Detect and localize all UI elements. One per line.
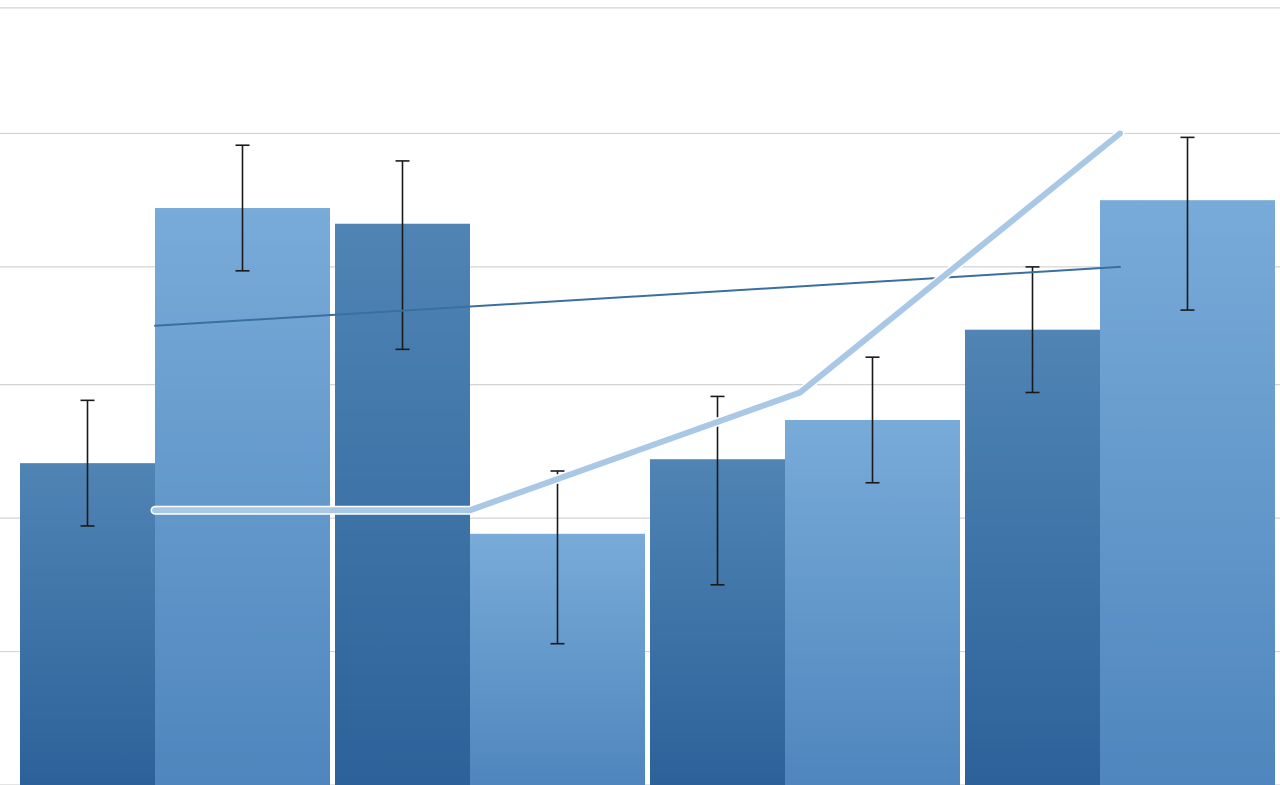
bar <box>155 208 330 785</box>
chart-container <box>0 0 1280 785</box>
bar <box>965 330 1100 785</box>
chart-svg <box>0 0 1280 785</box>
